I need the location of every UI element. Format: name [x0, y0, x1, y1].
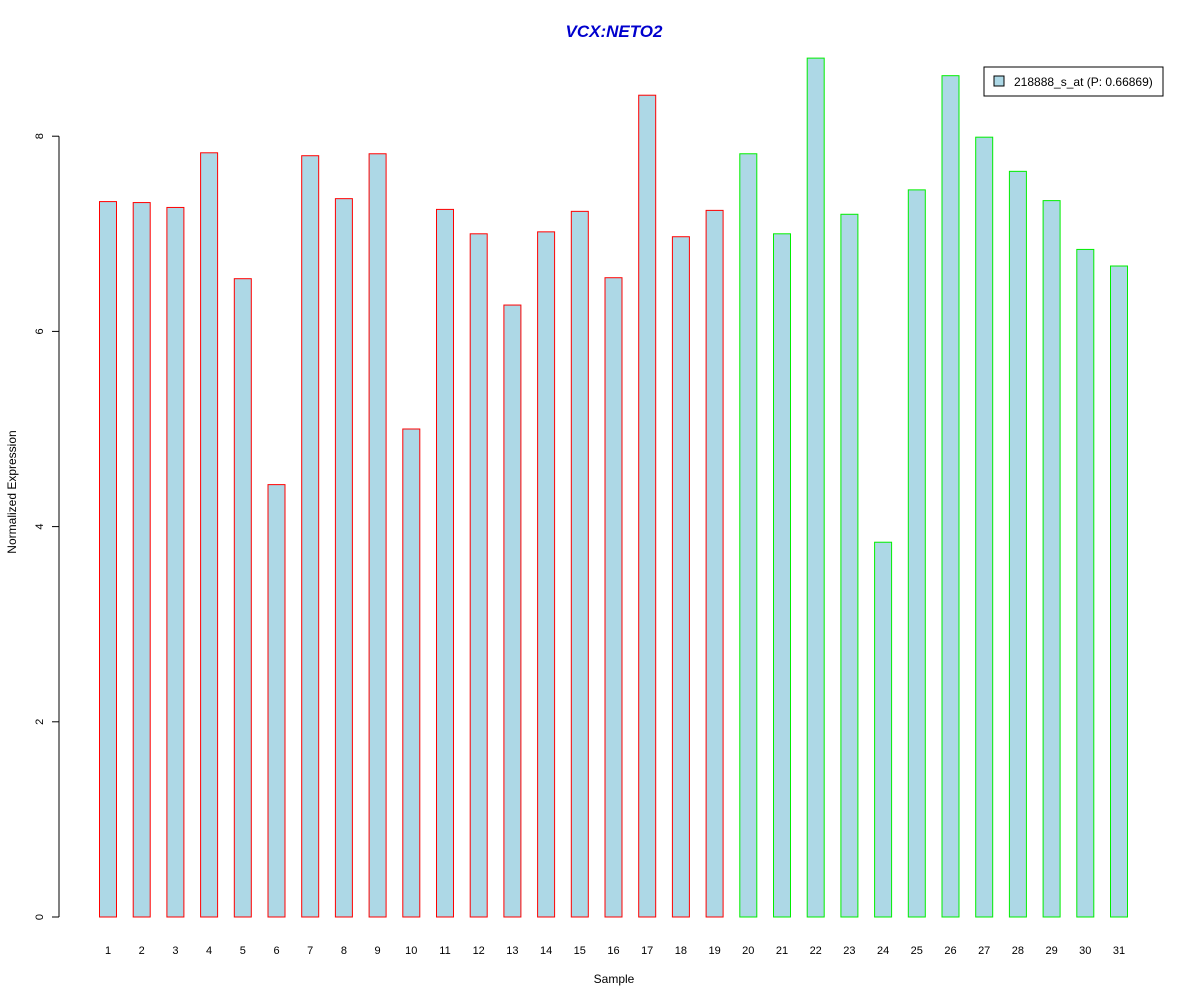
bar	[739, 153, 758, 918]
bar	[941, 75, 960, 918]
bar	[1008, 170, 1027, 918]
x-tick-label: 7	[307, 945, 313, 957]
bar	[368, 153, 387, 918]
x-tick-label: 27	[978, 945, 990, 957]
bar	[503, 304, 522, 918]
bar	[604, 277, 623, 918]
y-tick-label: 4	[34, 524, 46, 530]
x-tick-label: 1	[105, 945, 111, 957]
bar	[301, 155, 320, 918]
y-tick-label: 6	[34, 328, 46, 334]
x-tick-label: 12	[473, 945, 485, 957]
legend: 218888_s_at (P: 0.66869)	[983, 66, 1164, 97]
x-axis-tick-labels: 1 2 3 4 5 6 7 8 9 10 11 12 13 14 15 16 17 18 19 20 21 22 23 24 2…	[105, 945, 1125, 957]
x-tick-label: 25	[911, 945, 923, 957]
bar	[132, 202, 151, 918]
x-tick-label: 22	[810, 945, 822, 957]
bar	[99, 201, 117, 918]
bars	[99, 57, 1128, 918]
bar	[671, 236, 690, 918]
bar	[975, 136, 994, 918]
legend-box	[983, 66, 1164, 97]
x-tick-label: 17	[641, 945, 653, 957]
x-tick-label: 28	[1012, 945, 1024, 957]
bar	[267, 484, 286, 918]
bar	[638, 94, 657, 918]
x-tick-label: 4	[206, 945, 212, 957]
x-tick-label: 8	[341, 945, 347, 957]
bar	[907, 189, 926, 918]
bar	[334, 198, 353, 918]
x-tick-label: 3	[172, 945, 178, 957]
x-tick-label: 13	[506, 945, 518, 957]
bar	[200, 152, 219, 918]
y-tick-label: 2	[34, 719, 46, 725]
y-axis-label: Normalized Expression	[5, 430, 19, 553]
legend-swatch	[993, 75, 1005, 87]
legend-series-label: 218888_s_at (P: 0.66869)	[1014, 75, 1153, 89]
bar	[469, 233, 488, 918]
x-tick-label: 24	[877, 945, 889, 957]
x-tick-label: 19	[708, 945, 720, 957]
x-tick-label: 6	[273, 945, 279, 957]
x-tick-label: 29	[1045, 945, 1057, 957]
x-tick-label: 11	[439, 945, 450, 957]
x-tick-label: 14	[540, 945, 552, 957]
x-tick-label: 21	[776, 945, 788, 957]
bar	[1076, 248, 1095, 918]
y-tick-label: 0	[34, 914, 46, 920]
x-tick-label: 15	[574, 945, 586, 957]
x-axis-label: Sample	[594, 972, 635, 986]
bar	[1110, 265, 1128, 918]
bar	[874, 541, 893, 918]
bar	[570, 210, 589, 918]
bar	[806, 57, 825, 918]
bar	[233, 278, 252, 918]
x-tick-label: 5	[240, 945, 246, 957]
x-tick-label: 2	[139, 945, 145, 957]
bar	[436, 208, 454, 918]
x-tick-label: 23	[843, 945, 855, 957]
x-tick-label: 31	[1113, 945, 1125, 957]
x-tick-label: 20	[742, 945, 754, 957]
bar	[166, 206, 185, 918]
bar	[840, 213, 859, 918]
bar	[705, 209, 724, 918]
bar	[402, 428, 421, 918]
bar	[773, 233, 791, 918]
x-tick-label: 9	[375, 945, 381, 957]
x-tick-label: 18	[675, 945, 687, 957]
y-tick-label: 8	[34, 133, 46, 139]
x-tick-label: 10	[405, 945, 417, 957]
bar	[1042, 200, 1061, 918]
x-tick-label: 30	[1079, 945, 1091, 957]
bar	[537, 231, 556, 918]
x-tick-label: 26	[944, 945, 956, 957]
chart-title: VCX:NETO2	[566, 22, 664, 41]
x-tick-label: 16	[607, 945, 619, 957]
y-axis: 0 2 4 6 8	[34, 133, 60, 920]
